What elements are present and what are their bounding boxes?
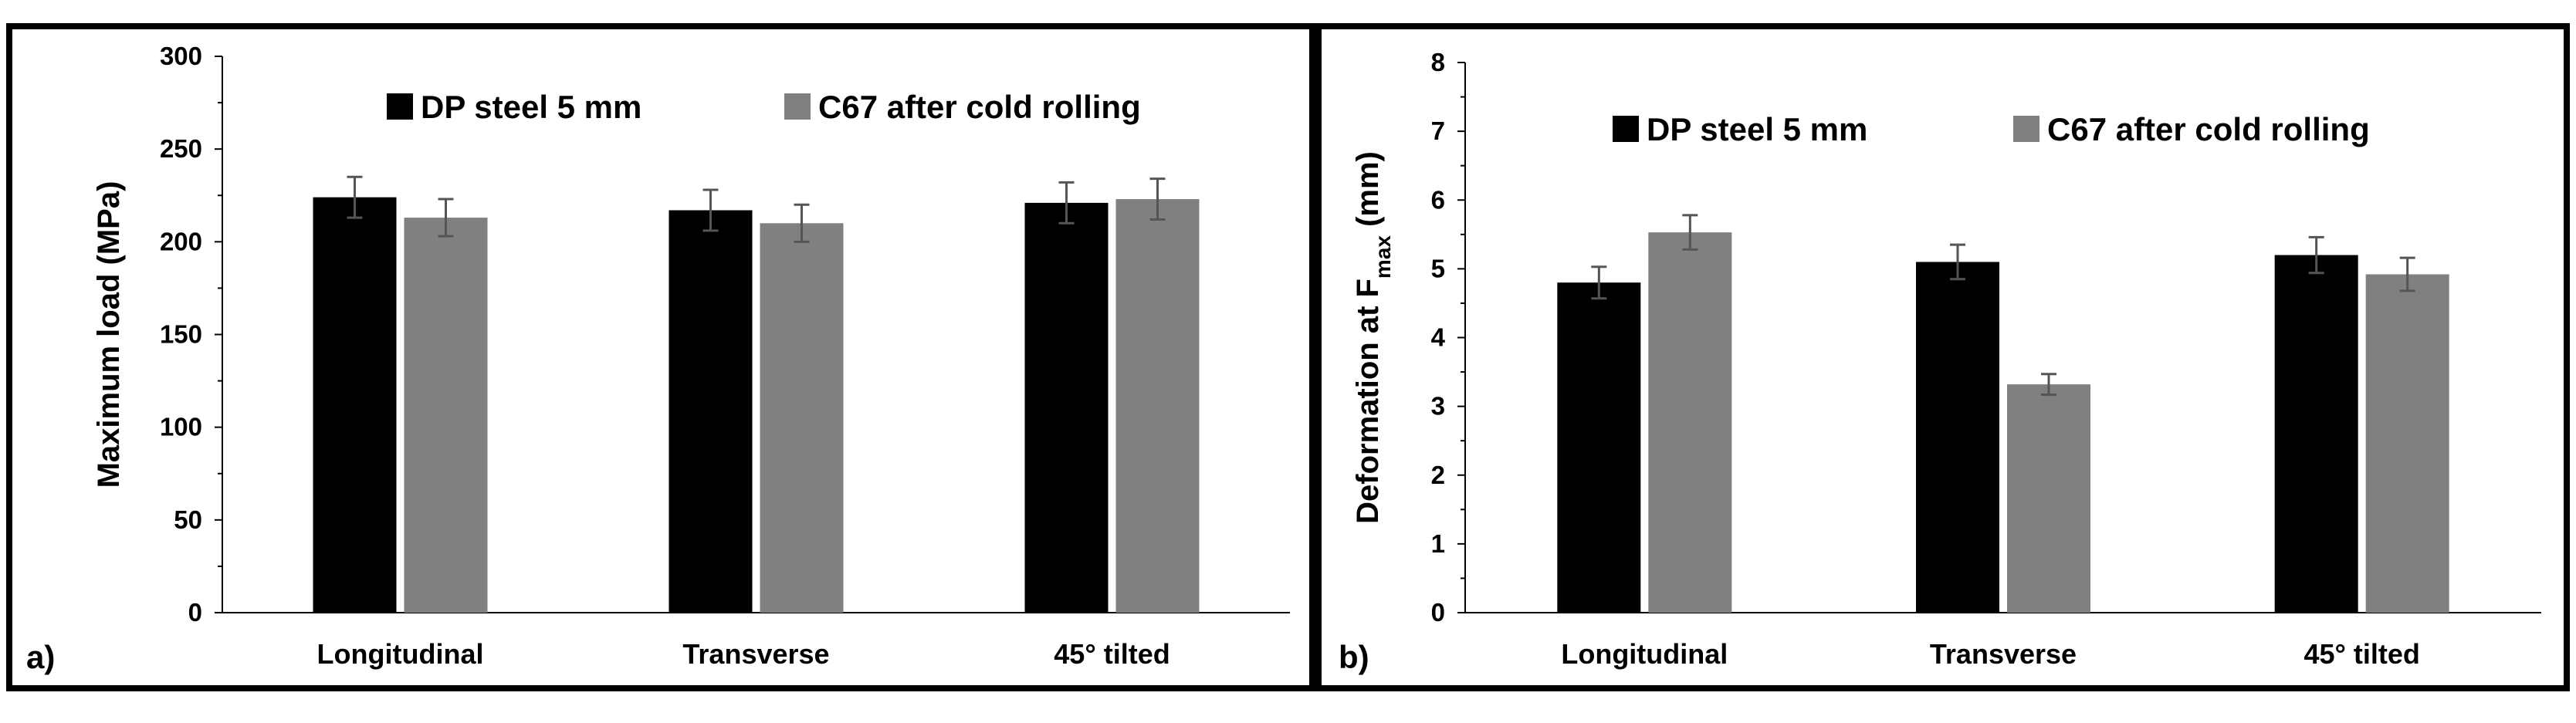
chart-a-y-tick-label: 100	[160, 413, 202, 441]
chart-b-y-tick-label: 0	[1431, 598, 1445, 627]
chart-b-x-tick-label: Transverse	[1930, 638, 2077, 670]
chart-a-bar	[404, 218, 488, 613]
chart-a-y-tick-label: 300	[160, 42, 202, 70]
chart-a-y-tick-label: 50	[174, 505, 202, 534]
chart-b-legend-swatch	[1613, 116, 1639, 142]
chart-a-legend-label: C67 after cold rolling	[818, 89, 1141, 125]
chart-b-x-tick-label: 45° tilted	[2304, 638, 2419, 670]
chart-a-bar	[669, 210, 753, 613]
chart-b-y-axis-label-main: Deformation at F	[1351, 279, 1385, 524]
panel-label-a: a)	[26, 639, 55, 675]
chart-b-legend-label: DP steel 5 mm	[1647, 111, 1867, 147]
chart-b-bar	[2365, 274, 2449, 613]
chart-b-y-axis-label: Deformation at Fmax (mm)	[1351, 151, 1395, 524]
chart-a-y-tick-label: 200	[160, 227, 202, 255]
chart-b-y-tick-label: 8	[1431, 48, 1445, 76]
chart-b-y-tick-label: 1	[1431, 529, 1445, 558]
chart-b-y-axis-label-unit: (mm)	[1351, 151, 1385, 235]
chart-b-y-tick-label: 6	[1431, 185, 1445, 214]
chart-b-y-tick-label: 3	[1431, 392, 1445, 421]
chart-panel-a: 0 50 100 150 200 250 300 Longitudinal Transverse…	[6, 23, 1315, 691]
chart-b-x-tick-label: Longitudinal	[1561, 638, 1728, 670]
chart-a-legend-swatch	[784, 93, 811, 120]
panel-label-b: b)	[1339, 639, 1369, 675]
chart-b-y-axis-label-subscript: max	[1371, 235, 1395, 279]
chart-a-x-tick-label: Longitudinal	[317, 638, 484, 670]
chart-b-y-tick-label: 5	[1431, 254, 1445, 282]
chart-b-legend-label: C67 after cold rolling	[2047, 111, 2370, 147]
chart-panel-b: 0 1 2 3 4 5 6 7 8 Longitudinal Transverse 45° tilte…	[1315, 23, 2570, 691]
chart-a-legend-swatch	[387, 93, 413, 120]
chart-a-y-tick-label: 250	[160, 134, 202, 163]
chart-b-y-tick-label: 7	[1431, 117, 1445, 145]
chart-b-y-tick-label: 4	[1431, 323, 1446, 352]
chart-a-x-tick-label: 45° tilted	[1054, 638, 1170, 670]
chart-b-bar	[1557, 282, 1641, 613]
chart-b-bar	[1648, 232, 1732, 613]
chart-a-bar	[1024, 202, 1109, 613]
chart-a-bar	[1115, 199, 1200, 613]
chart-b-bar	[1916, 262, 1999, 613]
chart-a-legend-label: DP steel 5 mm	[421, 89, 641, 125]
chart-a-y-tick-label: 0	[188, 598, 202, 627]
chart-b-y-tick-label: 2	[1431, 461, 1445, 489]
chart-a-bar	[313, 197, 397, 613]
chart-a-bar	[760, 223, 844, 613]
chart-b-bar	[2274, 255, 2358, 613]
chart-b-svg: 0 1 2 3 4 5 6 7 8 Longitudinal Transverse 45° tilte…	[1339, 48, 2541, 675]
chart-a-y-axis-label: Maximum load (MPa)	[92, 181, 126, 488]
chart-a-x-tick-label: Transverse	[682, 638, 829, 670]
chart-b-bar	[2007, 384, 2090, 613]
chart-a-svg: 0 50 100 150 200 250 300 Longitudinal Transverse…	[26, 42, 1290, 675]
chart-a-y-tick-label: 150	[160, 320, 202, 349]
chart-b-legend-swatch	[2013, 116, 2039, 142]
